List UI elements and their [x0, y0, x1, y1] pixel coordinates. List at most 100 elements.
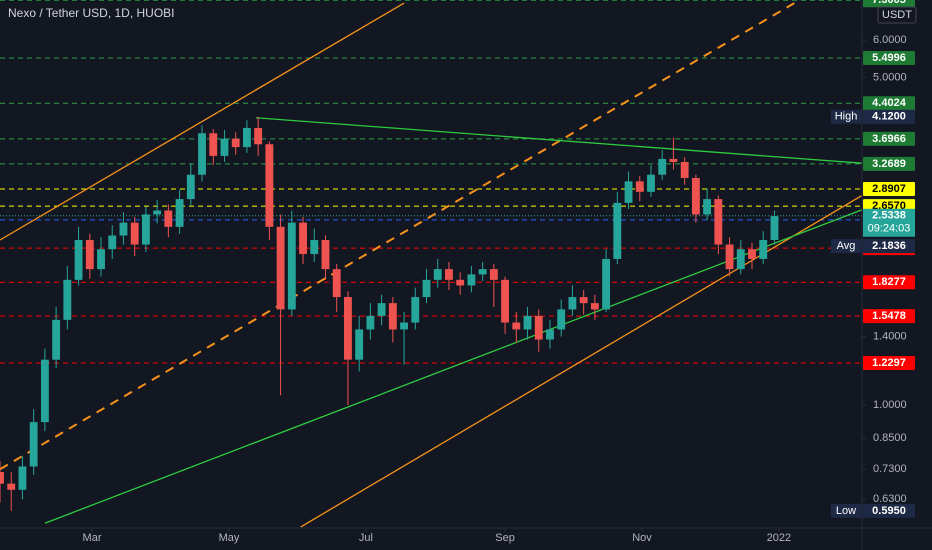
currency-label: USDT — [882, 9, 912, 21]
candle-body — [411, 297, 420, 323]
trend-line — [0, 0, 800, 471]
candle-body — [759, 239, 768, 259]
candle-body — [209, 133, 218, 156]
x-tick-label: 2022 — [767, 532, 791, 544]
plot-area — [0, 0, 862, 528]
candle-body — [590, 303, 599, 310]
y-tick-label: 0.7300 — [873, 463, 907, 475]
candle-body — [546, 329, 554, 340]
marker-value-box — [863, 239, 915, 254]
level-label: 3.6966 — [872, 133, 906, 145]
price-axis: 0.6300 0.7300 0.8500 1.0000 1.4000 5.0000 6.00… — [831, 0, 915, 518]
level-label-box — [863, 309, 915, 324]
candle-body — [703, 199, 712, 215]
candle-body — [557, 309, 566, 330]
candle-body — [85, 239, 94, 270]
candle-body — [725, 244, 734, 270]
level-label-box — [863, 50, 915, 65]
y-tick-label: 1.4000 — [873, 331, 907, 343]
candle-body — [691, 178, 700, 215]
y-tick-label: 0.6300 — [873, 493, 907, 505]
candle-body — [489, 269, 498, 280]
candle-body — [299, 222, 307, 255]
level-label-box — [863, 131, 915, 146]
marker-name-box — [831, 503, 862, 518]
marker-name: High — [835, 111, 858, 123]
chart-title: Nexo / Tether USD, 1D, HUOBI — [8, 6, 175, 20]
candle-body — [400, 322, 408, 330]
y-tick-label: 1.0000 — [873, 399, 907, 411]
candle-body — [523, 315, 532, 330]
candle-body — [164, 210, 173, 227]
current-price-box — [863, 208, 915, 237]
x-tick-label: Mar — [83, 532, 102, 544]
candle-body — [332, 269, 341, 298]
candle-body — [377, 303, 386, 316]
y-tick-label: 0.8500 — [873, 432, 907, 444]
candle-body — [422, 279, 431, 298]
candle-body — [714, 199, 723, 245]
candle-body — [456, 279, 465, 286]
candle-body — [366, 315, 375, 330]
candle-body — [130, 222, 139, 245]
candle-body — [748, 249, 756, 259]
level-label: 5.4996 — [872, 52, 906, 64]
candle-body — [97, 249, 105, 270]
marker-name-box — [831, 109, 862, 124]
level-label-box — [863, 96, 915, 111]
candle-body — [242, 127, 251, 148]
candle-body — [141, 214, 150, 245]
level-label: 4.4024 — [872, 97, 907, 109]
candle-body — [254, 127, 263, 145]
candle-body — [501, 279, 510, 323]
candle-body — [579, 297, 588, 304]
candle-body — [512, 322, 521, 330]
candle-body — [153, 210, 162, 215]
y-tick-label: 5.0000 — [873, 71, 907, 83]
level-label: 7.3005 — [872, 0, 906, 6]
candle-body — [74, 239, 83, 280]
level-label: 3.2689 — [872, 158, 906, 170]
candle-body — [321, 239, 330, 270]
candle-body — [613, 202, 622, 259]
candle-body — [534, 315, 543, 340]
x-tick-label: Jul — [359, 532, 373, 544]
candle-body — [344, 297, 352, 360]
candle-body — [175, 199, 184, 227]
marker-name: Avg — [837, 240, 856, 252]
candle-body — [198, 133, 206, 175]
marker-name-box — [831, 239, 862, 254]
candle-body — [635, 181, 644, 192]
level-label: 2.8907 — [872, 183, 906, 195]
trend-line — [255, 117, 862, 164]
candle-body — [770, 216, 779, 240]
trend-line — [0, 2, 405, 241]
marker-value: 4.1200 — [872, 111, 906, 123]
candle-body — [52, 319, 61, 360]
marker-name: Low — [836, 505, 856, 517]
currency-button[interactable] — [877, 6, 917, 24]
candle-body — [602, 258, 611, 310]
candle-body — [276, 226, 285, 310]
level-label-box — [863, 181, 915, 196]
candle-body — [388, 303, 397, 330]
level-label: 1.5478 — [872, 310, 906, 322]
x-tick-label: Sep — [495, 532, 515, 544]
candle-body — [658, 158, 667, 175]
candle-body — [108, 235, 117, 250]
candle-body — [478, 269, 487, 275]
candle-body — [467, 274, 476, 286]
candle-body — [0, 472, 4, 484]
marker-value-box — [863, 109, 915, 124]
candle-body — [18, 466, 27, 490]
candle-body — [568, 297, 577, 310]
candle-body — [287, 222, 296, 310]
current-price-label: 2.5338 — [872, 210, 906, 222]
candle-body — [736, 249, 745, 270]
level-label-box — [863, 275, 915, 290]
candle-body — [647, 174, 655, 192]
candle-body — [231, 138, 240, 148]
candle-body — [445, 269, 453, 280]
